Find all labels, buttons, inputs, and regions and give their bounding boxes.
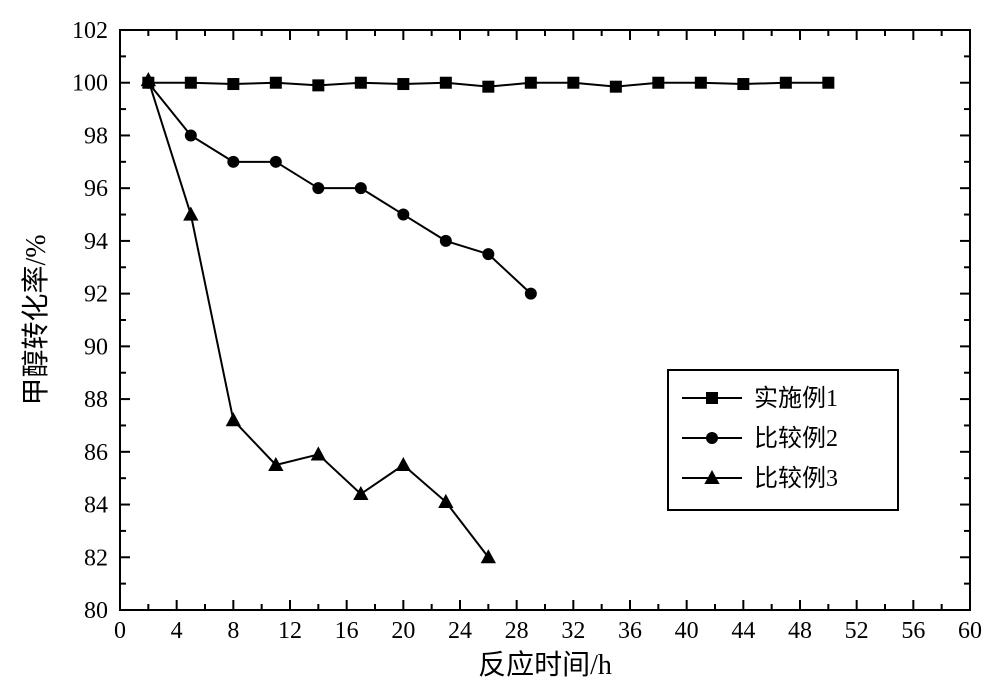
marker-square: [397, 78, 409, 90]
y-axis-label: 甲醇转化率/%: [20, 234, 52, 405]
y-tick-label: 80: [84, 598, 108, 624]
y-tick-label: 96: [84, 176, 108, 202]
x-tick-label: 16: [335, 618, 359, 644]
chart-svg: 0481216202428323640444852566080828486889…: [0, 0, 1000, 692]
x-tick-label: 36: [618, 618, 642, 644]
marker-square: [270, 77, 282, 89]
marker-triangle: [396, 457, 411, 471]
marker-square: [440, 77, 452, 89]
y-tick-label: 98: [84, 123, 108, 149]
legend-label: 比较例2: [754, 425, 838, 452]
marker-circle: [397, 209, 409, 221]
series-ex1: [142, 77, 834, 93]
y-tick-label: 94: [84, 229, 108, 255]
marker-square: [567, 77, 579, 89]
x-tick-label: 44: [731, 618, 755, 644]
y-tick-label: 88: [84, 387, 108, 413]
series-line: [148, 80, 488, 557]
y-tick-label: 84: [84, 493, 108, 519]
x-tick-label: 20: [391, 618, 415, 644]
legend-label: 实施例1: [754, 385, 838, 412]
marker-circle: [227, 156, 239, 168]
marker-square: [355, 77, 367, 89]
marker-circle: [706, 432, 718, 444]
marker-square: [695, 77, 707, 89]
x-tick-label: 24: [448, 618, 472, 644]
legend-label: 比较例3: [754, 465, 838, 492]
x-tick-label: 56: [901, 618, 925, 644]
x-tick-label: 52: [845, 618, 869, 644]
marker-square: [185, 77, 197, 89]
marker-square: [312, 79, 324, 91]
marker-square: [822, 77, 834, 89]
x-tick-label: 40: [675, 618, 699, 644]
y-tick-label: 82: [84, 545, 108, 571]
marker-square: [780, 77, 792, 89]
marker-circle: [482, 248, 494, 260]
marker-triangle: [183, 206, 198, 220]
y-tick-label: 90: [84, 334, 108, 360]
x-tick-label: 32: [561, 618, 585, 644]
x-tick-label: 0: [114, 618, 126, 644]
marker-circle: [312, 182, 324, 194]
marker-square: [737, 78, 749, 90]
marker-square: [652, 77, 664, 89]
marker-circle: [525, 288, 537, 300]
plot-border: [120, 30, 970, 610]
x-tick-label: 8: [227, 618, 239, 644]
x-tick-label: 48: [788, 618, 812, 644]
marker-circle: [355, 182, 367, 194]
x-axis-label: 反应时间/h: [478, 649, 612, 681]
y-tick-label: 86: [84, 440, 108, 466]
marker-square: [525, 77, 537, 89]
marker-square: [706, 392, 718, 404]
marker-circle: [440, 235, 452, 247]
marker-square: [482, 81, 494, 93]
y-tick-label: 100: [72, 71, 108, 97]
y-tick-label: 92: [84, 282, 108, 308]
series-line: [148, 83, 531, 294]
marker-square: [610, 81, 622, 93]
marker-triangle: [226, 412, 241, 426]
y-tick-label: 102: [72, 18, 108, 44]
x-tick-label: 4: [171, 618, 183, 644]
x-tick-label: 12: [278, 618, 302, 644]
x-tick-label: 28: [505, 618, 529, 644]
marker-circle: [185, 129, 197, 141]
marker-triangle: [311, 446, 326, 460]
chart-container: 0481216202428323640444852566080828486889…: [0, 0, 1000, 692]
series-cmp3: [141, 72, 496, 563]
marker-square: [227, 78, 239, 90]
x-tick-label: 60: [958, 618, 982, 644]
marker-circle: [270, 156, 282, 168]
